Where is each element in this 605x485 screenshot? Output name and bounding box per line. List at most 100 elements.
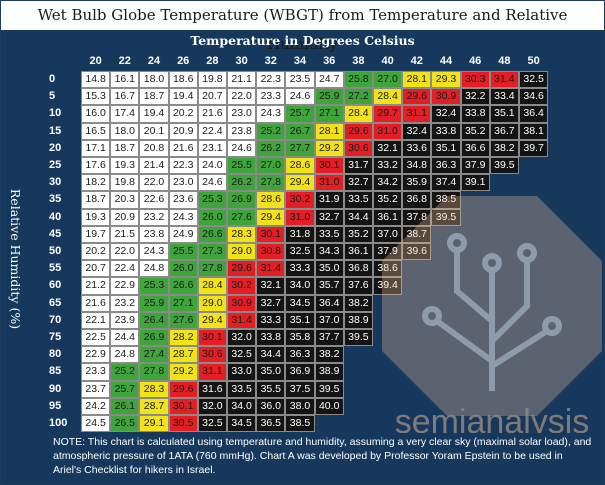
column-header-28: 28 <box>206 55 219 67</box>
wbgt-cell: 34.8 <box>402 157 432 175</box>
wbgt-cell: 39.5 <box>343 329 373 347</box>
wbgt-cell: 29.4 <box>285 174 315 192</box>
wbgt-cell: 27.4 <box>139 346 169 364</box>
wbgt-cell: 30.9 <box>227 294 257 312</box>
wbgt-cell: 17.1 <box>81 139 111 157</box>
wbgt-cell: 21.6 <box>197 105 227 123</box>
wbgt-cell: 33.8 <box>256 329 286 347</box>
wbgt-cell: 35.0 <box>314 260 344 278</box>
wbgt-cell: 24.3 <box>139 243 169 261</box>
wbgt-cell: 17.6 <box>81 157 111 175</box>
wbgt-cell: 39.5 <box>431 208 461 226</box>
wbgt-cell: 26.0 <box>168 260 198 278</box>
wbgt-cell: 33.3 <box>256 311 286 329</box>
wbgt-cell: 27.6 <box>168 311 198 329</box>
row-header-85: 85 <box>49 365 62 378</box>
wbgt-cell: 38.2 <box>343 294 373 312</box>
wbgt-cell: 26.7 <box>285 122 315 140</box>
wbgt-cell: 25.2 <box>256 122 286 140</box>
wbgt-cell: 31.8 <box>285 225 315 243</box>
wbgt-cell: 33.5 <box>343 191 373 209</box>
wbgt-cell: 34.5 <box>227 415 257 433</box>
column-header-26: 26 <box>177 55 190 67</box>
wbgt-cell: 28.2 <box>168 329 198 347</box>
wbgt-cell: 34.0 <box>285 277 315 295</box>
wbgt-cell: 28.1 <box>314 122 344 140</box>
wbgt-cell: 34.2 <box>373 174 403 192</box>
wbgt-cell: 32.4 <box>402 122 432 140</box>
wbgt-cell: 35.8 <box>285 329 315 347</box>
wbgt-cell: 35.2 <box>373 191 403 209</box>
wbgt-cell: 30.3 <box>460 71 490 89</box>
wbgt-cell: 20.9 <box>110 208 140 226</box>
wbgt-cell: 23.2 <box>110 294 140 312</box>
wbgt-cell: 32.7 <box>343 174 373 192</box>
wbgt-cell: 34.3 <box>314 243 344 261</box>
wbgt-cell: 22.0 <box>139 174 169 192</box>
wbgt-cell: 30.1 <box>256 225 286 243</box>
wbgt-cell: 27.8 <box>256 174 286 192</box>
wbgt-cell: 24.9 <box>168 225 198 243</box>
wbgt-cell: 22.3 <box>168 157 198 175</box>
wbgt-cell: 36.3 <box>285 346 315 364</box>
wbgt-cell: 28.1 <box>402 71 432 89</box>
wbgt-cell: 28.6 <box>256 191 286 209</box>
wbgt-cell: 27.0 <box>373 71 403 89</box>
wbgt-cell: 37.6 <box>343 277 373 295</box>
wbgt-cell: 35.1 <box>489 105 519 123</box>
wbgt-cell: 39.7 <box>519 139 549 157</box>
wbgt-cell: 21.6 <box>168 139 198 157</box>
wbgt-cell: 25.9 <box>314 88 344 106</box>
wbgt-cell: 29.4 <box>197 311 227 329</box>
wbgt-cell: 23.8 <box>227 122 257 140</box>
wbgt-cell: 20.7 <box>197 88 227 106</box>
wbgt-cell: 39.1 <box>460 174 490 192</box>
wbgt-cell: 30.8 <box>256 243 286 261</box>
wbgt-cell: 23.3 <box>81 363 111 381</box>
wbgt-cell: 18.7 <box>110 139 140 157</box>
wbgt-cell: 38.2 <box>314 346 344 364</box>
wbgt-cell: 37.9 <box>460 157 490 175</box>
wbgt-cell: 26.5 <box>110 415 140 433</box>
wbgt-cell: 39.4 <box>373 277 403 295</box>
column-header-48: 48 <box>498 55 511 67</box>
wbgt-cell: 39.6 <box>402 243 432 261</box>
wbgt-cell: 29.0 <box>197 294 227 312</box>
wbgt-cell: 37.0 <box>314 311 344 329</box>
wbgt-cell: 32.4 <box>431 105 461 123</box>
wbgt-cell: 19.4 <box>139 105 169 123</box>
wbgt-cell: 34.0 <box>227 397 257 415</box>
wbgt-cell: 22.4 <box>110 260 140 278</box>
wbgt-cell: 29.3 <box>431 71 461 89</box>
wbgt-cell: 36.6 <box>460 139 490 157</box>
column-header-34: 34 <box>293 55 307 67</box>
column-header-38: 38 <box>352 55 365 67</box>
wbgt-cell: 20.7 <box>81 260 111 278</box>
wbgt-cell: 30.2 <box>285 191 315 209</box>
wbgt-cell: 25.2 <box>110 363 140 381</box>
wbgt-cell: 16.7 <box>110 88 140 106</box>
wbgt-cell: 28.4 <box>197 277 227 295</box>
wbgt-cell: 26.2 <box>227 174 257 192</box>
wbgt-cell: 22.4 <box>197 122 227 140</box>
wbgt-cell: 24.6 <box>197 174 227 192</box>
wbgt-cell: 15.3 <box>81 88 111 106</box>
wbgt-cell: 22.9 <box>110 277 140 295</box>
wbgt-cell: 23.5 <box>285 71 315 89</box>
wbgt-cell: 31.4 <box>256 260 286 278</box>
wbgt-cell: 28.6 <box>285 157 315 175</box>
column-header-50: 50 <box>527 55 540 67</box>
wbgt-cell: 14.8 <box>81 71 111 89</box>
wbgt-cell: 32.1 <box>256 277 286 295</box>
wbgt-cell: 33.8 <box>431 122 461 140</box>
wbgt-cell: 25.3 <box>139 277 169 295</box>
wbgt-cell: 37.4 <box>431 174 461 192</box>
wbgt-cell: 26.9 <box>227 191 257 209</box>
wbgt-cell: 31.7 <box>343 157 373 175</box>
wbgt-cell: 23.9 <box>110 311 140 329</box>
wbgt-cell: 28.4 <box>373 88 403 106</box>
wbgt-cell: 38.2 <box>489 139 519 157</box>
wbgt-cell: 36.4 <box>314 294 344 312</box>
wbgt-cell: 31.6 <box>197 380 227 398</box>
wbgt-cell: 21.5 <box>110 225 140 243</box>
